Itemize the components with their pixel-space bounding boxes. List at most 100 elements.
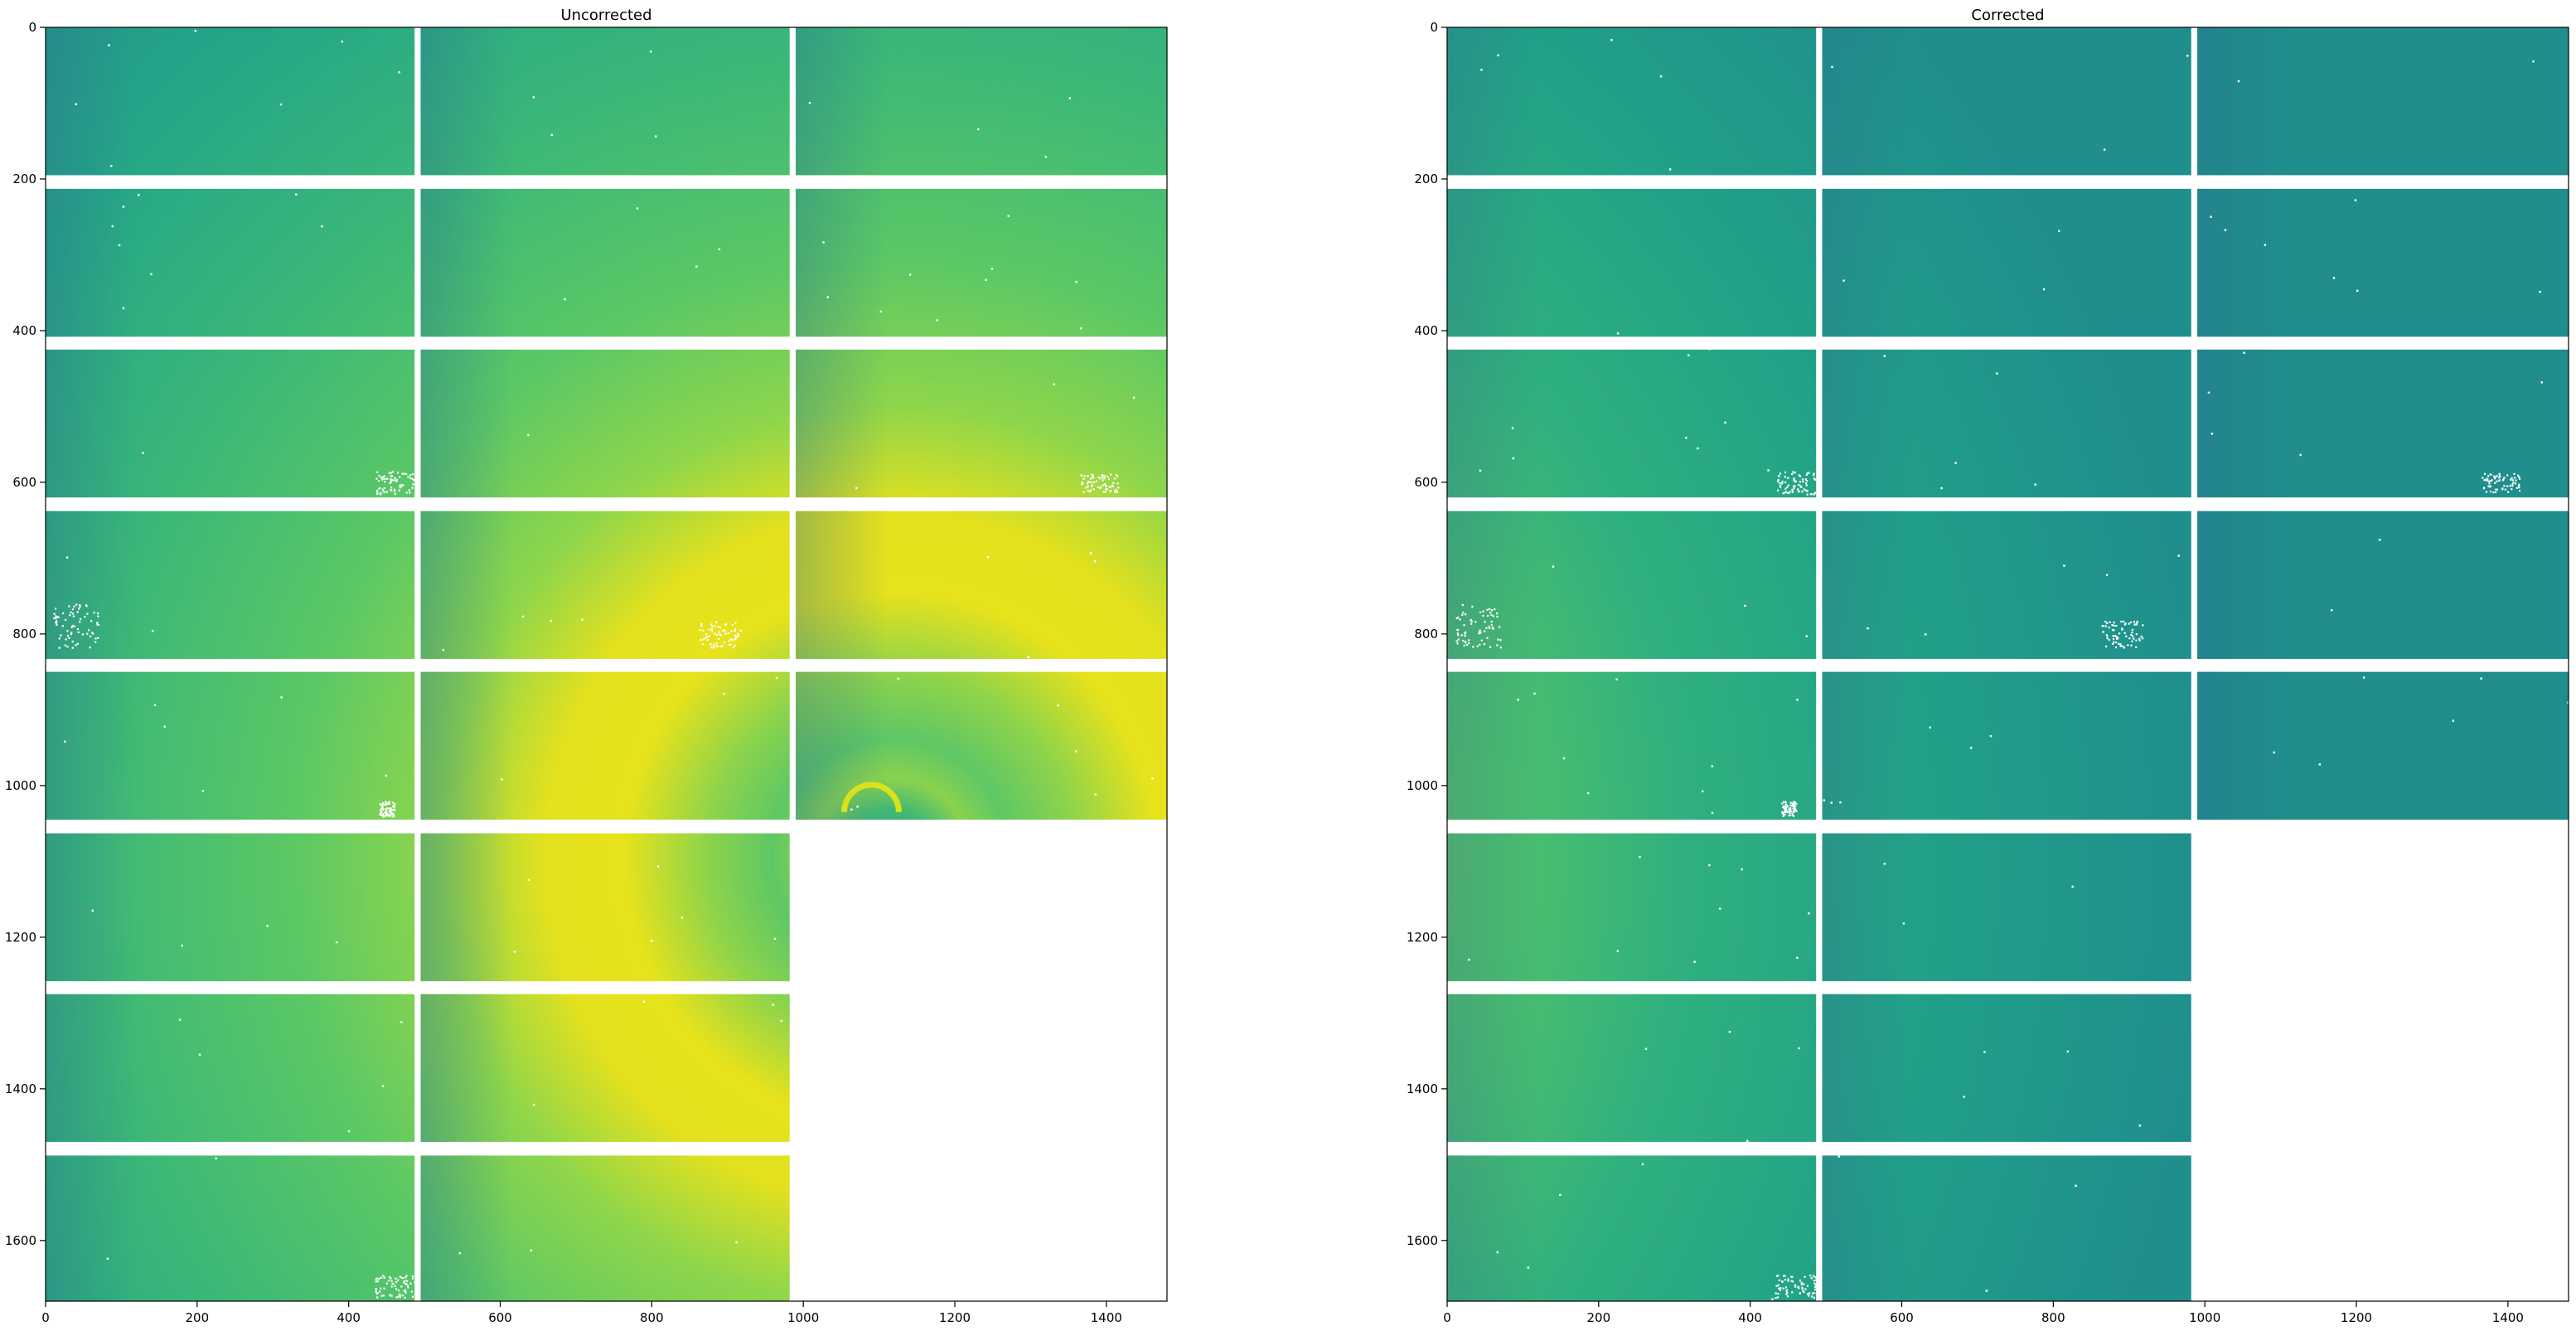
- masked-pixel: [533, 96, 535, 98]
- masked-pixel: [85, 605, 87, 607]
- masked-pixel: [376, 1296, 378, 1298]
- masked-pixel: [397, 1280, 399, 1281]
- masked-pixel: [2113, 638, 2114, 640]
- masked-pixel: [384, 491, 385, 493]
- masked-pixel: [386, 813, 388, 815]
- masked-pixel: [1741, 869, 1742, 870]
- y-tick-label: 1200: [1407, 930, 1438, 945]
- masked-pixel: [65, 619, 66, 621]
- masked-pixel: [1813, 493, 1815, 495]
- masked-pixel: [107, 1258, 109, 1260]
- masked-pixel: [1793, 801, 1794, 802]
- masked-pixel: [380, 492, 381, 494]
- masked-pixel: [1777, 481, 1779, 482]
- masked-pixel: [723, 630, 724, 632]
- masked-pixel: [72, 612, 74, 614]
- masked-pixel: [1798, 1287, 1799, 1289]
- masked-pixel: [88, 629, 90, 631]
- masked-pixel: [2511, 477, 2512, 479]
- masked-pixel: [702, 630, 704, 632]
- masked-pixel: [1746, 1140, 1748, 1142]
- masked-pixel: [1462, 640, 1464, 641]
- masked-pixel: [1778, 1285, 1779, 1286]
- masked-pixel: [724, 630, 726, 632]
- masked-pixel: [379, 1290, 380, 1292]
- masked-pixel: [1787, 1280, 1789, 1281]
- masked-pixel: [1472, 646, 1474, 647]
- masked-pixel: [1045, 156, 1047, 157]
- masked-pixel: [1954, 462, 1956, 463]
- masked-pixel: [1094, 560, 1096, 562]
- masked-pixel: [411, 1290, 413, 1292]
- masked-pixel: [1456, 629, 1458, 631]
- masked-pixel: [716, 646, 718, 647]
- masked-pixel: [2133, 623, 2135, 625]
- masked-pixel: [737, 636, 738, 637]
- masked-pixel: [1789, 805, 1791, 806]
- masked-pixel: [774, 938, 776, 940]
- masked-pixel: [1798, 1048, 1799, 1049]
- masked-pixel: [2109, 622, 2110, 623]
- masked-pixel: [1117, 486, 1119, 488]
- masked-pixel: [2486, 491, 2487, 492]
- masked-pixel: [384, 1277, 385, 1279]
- masked-pixel: [1499, 639, 1501, 641]
- masked-pixel: [2141, 636, 2143, 637]
- masked-pixel: [1115, 489, 1116, 491]
- masked-pixel: [82, 633, 84, 635]
- masked-pixel: [886, 659, 888, 661]
- masked-pixel: [2135, 646, 2137, 648]
- masked-pixel: [703, 638, 705, 640]
- masked-pixel: [321, 225, 322, 227]
- masked-pixel: [68, 606, 70, 607]
- masked-pixel: [1779, 1287, 1781, 1289]
- masked-pixel: [1482, 615, 1484, 617]
- masked-pixel: [2507, 491, 2509, 493]
- x-tick-label: 800: [2041, 1310, 2065, 1325]
- masked-pixel: [1793, 815, 1794, 816]
- masked-pixel: [404, 1290, 405, 1292]
- masked-pixel: [383, 1295, 385, 1296]
- masked-pixel: [2511, 488, 2512, 490]
- masked-pixel: [1645, 1048, 1647, 1049]
- masked-pixel: [719, 646, 721, 647]
- masked-pixel: [380, 1288, 381, 1290]
- masked-pixel: [396, 1296, 398, 1298]
- masked-pixel: [2331, 609, 2332, 611]
- masked-pixel: [2333, 277, 2335, 278]
- masked-pixel: [2499, 476, 2501, 477]
- masked-pixel: [1789, 491, 1790, 493]
- masked-pixel: [375, 1288, 377, 1290]
- module-shading: [421, 511, 790, 659]
- masked-pixel: [2484, 473, 2486, 475]
- masked-pixel: [384, 816, 385, 817]
- masked-pixel: [1792, 1280, 1794, 1282]
- masked-pixel: [734, 645, 736, 646]
- masked-pixel: [1639, 856, 1640, 858]
- masked-pixel: [390, 1277, 391, 1279]
- masked-pixel: [1777, 1275, 1779, 1276]
- masked-pixel: [1787, 1295, 1789, 1297]
- masked-pixel: [2518, 484, 2520, 486]
- masked-pixel: [336, 941, 337, 943]
- masked-pixel: [392, 471, 394, 472]
- masked-pixel: [78, 607, 80, 609]
- x-tick-label: 1000: [787, 1310, 819, 1325]
- masked-pixel: [1151, 777, 1153, 779]
- masked-pixel: [991, 268, 993, 269]
- masked-pixel: [138, 194, 139, 196]
- masked-pixel: [2488, 481, 2490, 482]
- masked-pixel: [1783, 1275, 1784, 1276]
- masked-pixel: [2485, 479, 2486, 481]
- masked-pixel: [1513, 457, 1514, 459]
- masked-pixel: [92, 632, 94, 634]
- detector-image: [1447, 27, 2569, 1301]
- masked-pixel: [1465, 635, 1466, 636]
- y-tick-label: 0: [1430, 20, 1438, 35]
- masked-pixel: [1117, 482, 1119, 484]
- masked-pixel: [2121, 627, 2123, 629]
- masked-pixel: [2178, 554, 2180, 556]
- masked-pixel: [1784, 488, 1786, 490]
- masked-pixel: [1461, 614, 1463, 616]
